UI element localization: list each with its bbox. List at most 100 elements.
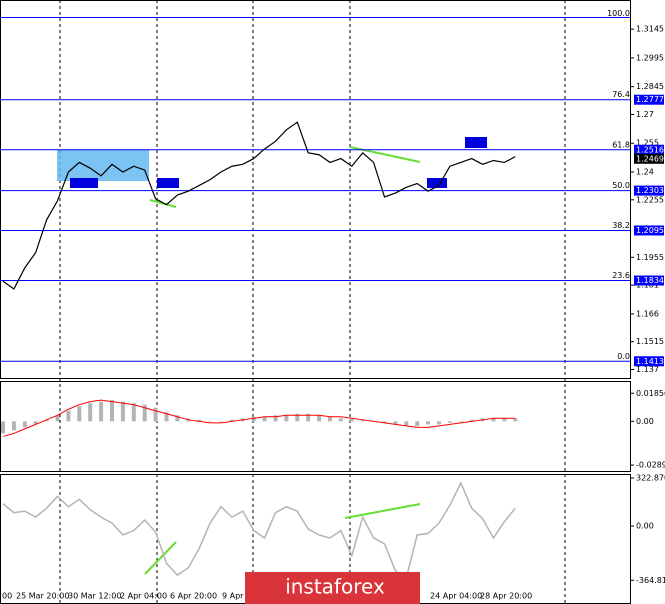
histogram-bar (415, 421, 420, 426)
divergence-lines (144, 146, 421, 575)
current-price: 1.2469 (636, 154, 664, 163)
histogram-bar (393, 421, 398, 425)
histogram-bar (469, 419, 474, 422)
series-line (2, 121, 516, 290)
y-tick-label: 0.00 (636, 522, 654, 531)
y-tick-label: 1.255 (636, 139, 659, 148)
x-tick-label: 2 Apr 04:00 (120, 592, 167, 601)
y-tick-label: 1.24 (636, 167, 654, 176)
fib-price: 1.2303 (636, 186, 664, 195)
histogram-bar (328, 416, 332, 422)
y-tick-label: 1.2995 (636, 53, 664, 62)
histogram-bar (382, 421, 387, 423)
histogram-bar (11, 421, 16, 431)
histogram-bar (262, 416, 267, 422)
x-tick-label: 30 Mar 12:00 (68, 592, 121, 601)
histogram-bar (426, 421, 431, 425)
histogram-bar (77, 406, 82, 422)
fib-price: 1.2095 (636, 226, 664, 235)
marker (465, 137, 487, 148)
histogram-bar (219, 421, 223, 422)
histogram-bar (273, 415, 278, 422)
histogram-bar (295, 413, 300, 422)
histogram-bar (229, 419, 234, 422)
fib-level: 76.4 (612, 90, 630, 99)
histogram-bar (360, 419, 365, 422)
histogram-bar (1, 421, 5, 434)
histogram-bar (131, 403, 136, 422)
histogram-bar (197, 419, 202, 422)
fib-level: 0.0 (617, 352, 630, 361)
series-line (2, 481, 516, 580)
y-tick-label: 0.00 (636, 417, 654, 426)
watermark: instaforex (285, 575, 385, 599)
y-tick-label: 1.2845 (636, 82, 664, 91)
x-tick-label: 00 (2, 592, 12, 601)
marker (427, 178, 447, 188)
fib-level: 23.6 (612, 271, 630, 280)
x-tick-label: 9 Apr (222, 592, 244, 601)
histogram-bar (175, 415, 180, 422)
histogram-bar (251, 416, 256, 422)
histogram-bar (99, 401, 104, 422)
histogram-bar (44, 419, 49, 422)
x-tick-label: 6 Apr 20:00 (170, 592, 217, 601)
histogram-bar (153, 407, 158, 422)
fib-price: 1.1413 (636, 357, 664, 366)
price-box (634, 153, 664, 164)
x-tick-label: 28 Apr 20:00 (480, 592, 532, 601)
series-line (2, 399, 516, 437)
y-tick-label: 1.27 (636, 110, 654, 119)
y-tick-label: -0.02892 (636, 461, 665, 470)
y-tick-label: -364.8155 (636, 576, 665, 585)
histogram-bar (513, 418, 518, 422)
histogram-bar (502, 418, 507, 422)
histogram-bar (491, 418, 496, 422)
histogram-bar (404, 421, 409, 426)
macd-frame (0, 381, 631, 472)
histogram-bar (458, 421, 463, 422)
y-tick-label: 1.2255 (636, 195, 664, 204)
histogram-bar (66, 410, 71, 422)
fib-price: 1.2516 (636, 145, 664, 154)
fib-level: 61.8 (612, 140, 630, 149)
price-box (634, 275, 664, 286)
watermark-box (245, 572, 420, 604)
y-tick-label: 1.1955 (636, 253, 664, 262)
fib-level: 100.0 (607, 9, 630, 18)
price-box (634, 356, 664, 367)
price-box (634, 144, 664, 155)
histogram-bar (142, 404, 147, 422)
histogram-bar (317, 415, 322, 422)
main-frame (0, 0, 631, 379)
histogram-bar (110, 400, 114, 422)
histogram-bar (349, 418, 354, 422)
fib-price: 1.1834 (636, 276, 664, 285)
price-box (634, 185, 664, 196)
marker (70, 178, 98, 188)
histogram-bar (55, 415, 60, 422)
histogram-bar (447, 421, 452, 423)
histogram-bar (284, 415, 289, 422)
y-tick-label: 1.1515 (636, 337, 664, 346)
histogram-bar (338, 418, 343, 422)
marker (157, 178, 179, 188)
price-box (634, 94, 664, 105)
histogram-bar (88, 403, 93, 422)
price-box (634, 225, 664, 236)
histogram-bar (164, 412, 169, 422)
x-tick-label: 24 Apr 04:00 (430, 592, 482, 601)
y-tick-label: 0.01856 (636, 389, 665, 398)
y-tick-label: 322.8702 (636, 474, 665, 483)
y-tick-label: 1.137 (636, 365, 659, 374)
histogram-bar (208, 421, 213, 422)
histogram-bar (437, 421, 441, 425)
fib-price: 1.2777 (636, 95, 664, 104)
histogram-bar (22, 421, 27, 428)
x-tick-label: 25 Mar 20:00 (16, 592, 69, 601)
histogram-bar (306, 413, 311, 422)
fib-level: 50.0 (612, 181, 630, 190)
y-tick-label: 1.166 (636, 309, 659, 318)
histogram-bar (120, 401, 125, 422)
